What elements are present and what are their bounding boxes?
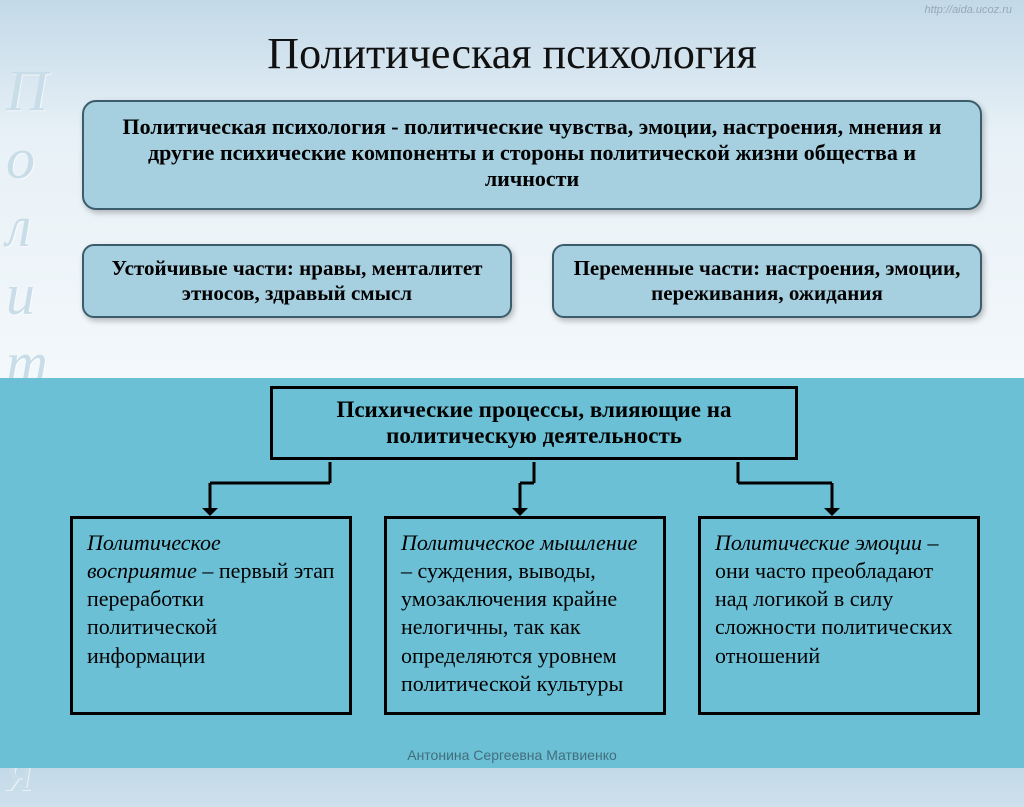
process-box: Политические эмоции – они часто преоблад… — [698, 516, 980, 715]
watermark-url: http://aida.ucoz.ru — [925, 4, 1012, 16]
stable-parts-box: Устойчивые части: нравы, менталитет этно… — [82, 244, 512, 318]
process-term: Политические эмоции — [715, 530, 922, 555]
footer-credit: Антонина Сергеевна Матвиенко — [0, 747, 1024, 763]
parts-row: Устойчивые части: нравы, менталитет этно… — [82, 244, 982, 318]
side-letter: и — [6, 260, 48, 328]
process-term: Политическое мышление — [401, 530, 637, 555]
processes-diagram: Психические процессы, влияющие на полити… — [0, 378, 1024, 768]
side-letter: о — [6, 124, 48, 192]
variable-parts-box: Переменные части: настроения, эмоции, пе… — [552, 244, 982, 318]
process-box: Политическое мышление – суждения, выводы… — [384, 516, 666, 715]
process-desc: – суждения, выводы, умозаключения крайне… — [401, 558, 623, 696]
process-box: Политическое восприятие – первый этап пе… — [70, 516, 352, 715]
processes-row: Политическое восприятие – первый этап пе… — [70, 516, 980, 715]
definition-box: Политическая психология - политические ч… — [82, 100, 982, 210]
processes-header-box: Психические процессы, влияющие на полити… — [270, 386, 798, 460]
upper-content: Политическая психология - политические ч… — [82, 100, 982, 318]
side-letter: л — [6, 192, 48, 260]
page-title: Политическая психология — [0, 0, 1024, 79]
